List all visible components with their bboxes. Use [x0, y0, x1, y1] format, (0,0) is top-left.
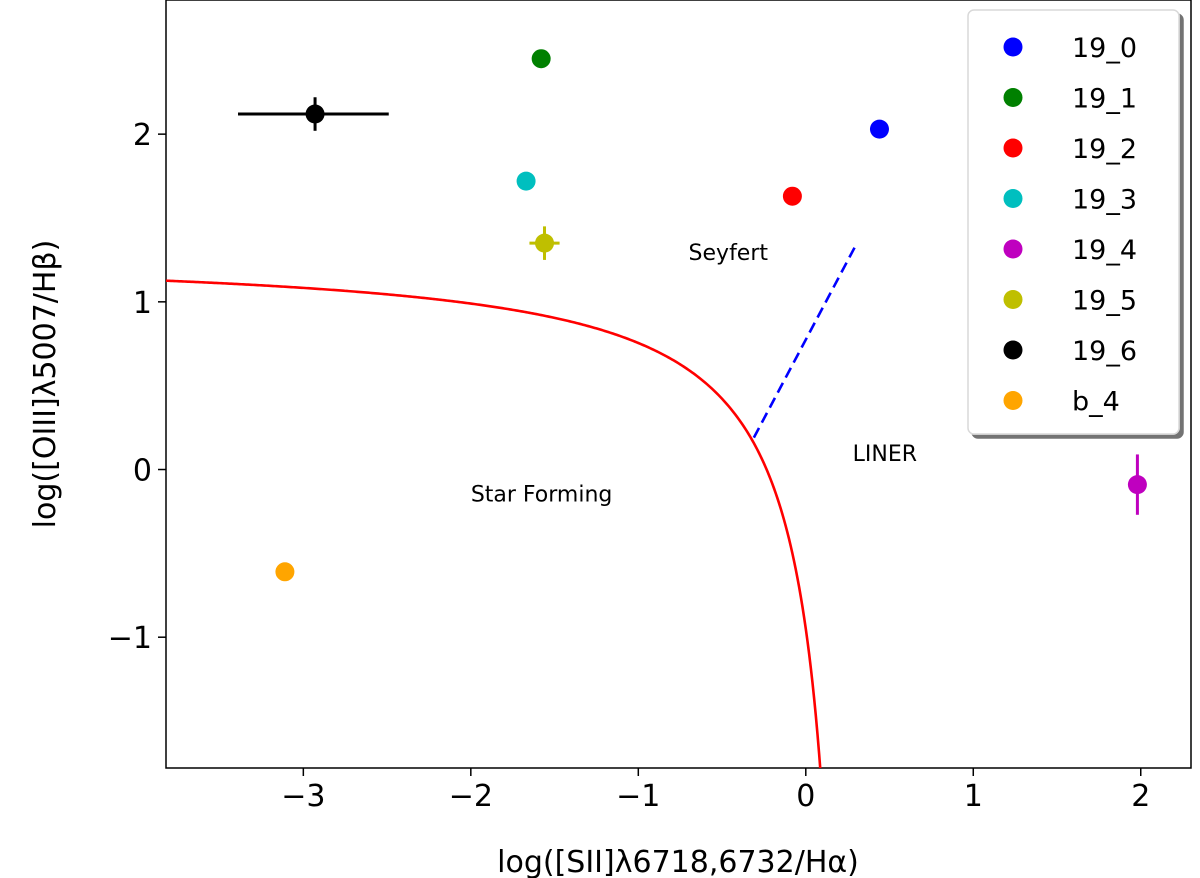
- legend-marker: [1003, 189, 1023, 208]
- y-tick-label: 1: [133, 286, 152, 321]
- data-point: [869, 119, 889, 139]
- x-tick-label: 0: [796, 779, 815, 814]
- y-tick-label: −1: [108, 621, 152, 656]
- data-point: [531, 49, 551, 69]
- legend-item-19_3: 19_3: [1003, 185, 1137, 216]
- x-tick-label: −1: [616, 779, 660, 814]
- plot-area: Seyfert LINER Star Forming: [165, 0, 1192, 769]
- legend-item-19_1: 19_1: [1003, 84, 1137, 115]
- x-tick-label: 1: [964, 779, 983, 814]
- legend-label: 19_4: [1072, 235, 1137, 266]
- kewley-curve: [166, 279, 822, 768]
- region-label: Seyfert: [689, 241, 769, 266]
- legend-label: 19_0: [1072, 33, 1137, 64]
- x-tick-label: 2: [1131, 779, 1150, 814]
- point-b_4: [275, 562, 295, 582]
- point-19_2: [782, 186, 802, 206]
- legend-label: 19_6: [1072, 336, 1137, 367]
- legend-label: 19_5: [1072, 286, 1137, 317]
- data-point: [782, 186, 802, 206]
- legend-marker: [1003, 88, 1023, 107]
- legend-item-19_5: 19_5: [1003, 286, 1137, 317]
- y-tick-label: 0: [133, 454, 152, 489]
- legend-marker: [1003, 138, 1023, 158]
- y-axis: −1 0 1 2: [108, 118, 166, 656]
- point-19_1: [531, 49, 551, 69]
- y-tick-label: 2: [133, 118, 152, 153]
- y-axis-label: log([OIII]λ5007/Hβ): [28, 240, 63, 529]
- data-point: [275, 562, 295, 582]
- region-label: Star Forming: [471, 482, 613, 507]
- legend-marker: [1003, 239, 1023, 259]
- x-tick-label: −2: [449, 779, 493, 814]
- x-tick-label: −3: [281, 779, 325, 814]
- data-point: [1127, 475, 1147, 495]
- data-point: [305, 104, 325, 124]
- data-point: [516, 171, 536, 191]
- plot-frame: [165, 0, 1192, 769]
- legend-label: 19_1: [1072, 84, 1137, 115]
- point-19_5: [529, 226, 560, 260]
- legend-item-19_4: 19_4: [1003, 235, 1137, 266]
- legend-item-19_6: 19_6: [1003, 336, 1137, 367]
- data-point: [535, 233, 555, 253]
- legend-label: b_4: [1072, 387, 1120, 418]
- point-19_3: [516, 171, 536, 191]
- legend-marker: [1003, 340, 1023, 360]
- point-19_6: [238, 97, 389, 131]
- seyfert-liner-line: [752, 244, 858, 439]
- region-label: LINER: [853, 442, 917, 467]
- x-axis-label: log([SII]λ6718,6732/Hα): [497, 845, 859, 878]
- legend-marker: [1003, 37, 1023, 57]
- legend-marker: [1003, 290, 1023, 309]
- legend-marker: [1003, 391, 1023, 410]
- legend-item-19_0: 19_0: [1003, 33, 1137, 64]
- legend-item-19_2: 19_2: [1003, 134, 1137, 165]
- point-19_0: [869, 119, 889, 139]
- legend-box: [967, 9, 1180, 435]
- legend-label: 19_3: [1072, 185, 1137, 216]
- point-19_4: [1127, 454, 1147, 515]
- legend-label: 19_2: [1072, 134, 1137, 165]
- legend: 19_0 19_1 19_2 19_3 19_4 19_5 19_6 b_4: [967, 9, 1180, 435]
- x-axis: −3 −2 −1 0 1 2: [281, 768, 1150, 814]
- legend-item-b_4: b_4: [1003, 387, 1120, 418]
